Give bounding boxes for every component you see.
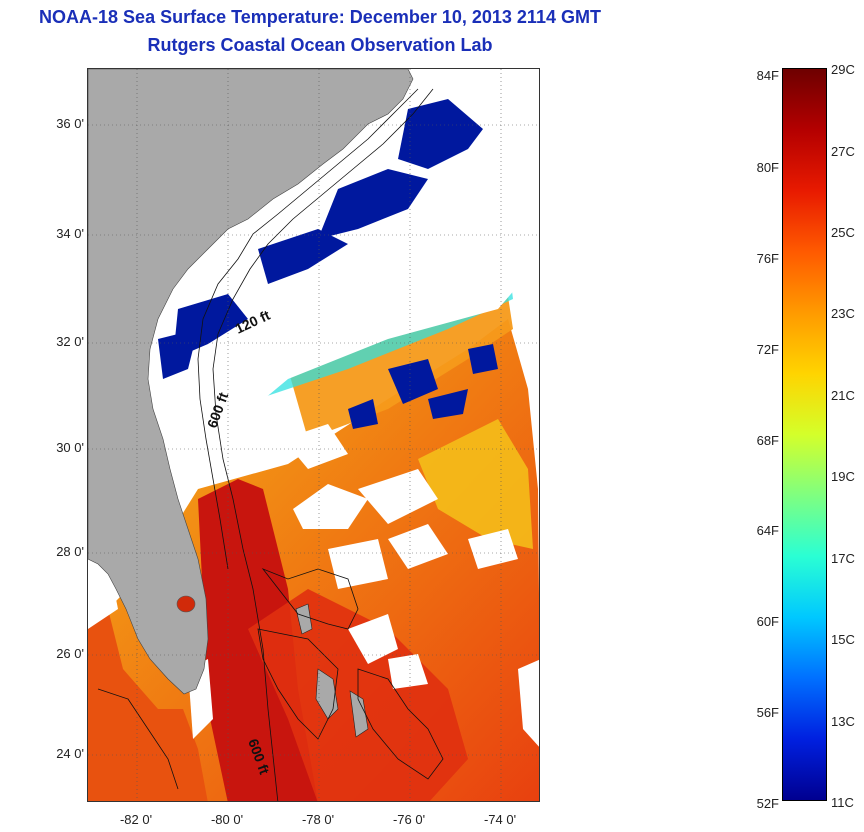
colorbar-c-label-13: 13C [831,714,855,729]
lat-label-30: 30 0' [56,440,84,455]
colorbar-c-label-15: 15C [831,632,855,647]
cold-shelf-water [158,99,498,429]
lat-label-34: 34 0' [56,226,84,241]
colorbar-f-label-52: 52F [756,796,779,811]
colorbar-f-label-60: 60F [756,614,779,629]
lat-label-28: 28 0' [56,544,84,559]
bahamas-islands [295,603,369,738]
lon-label-82: -82 0' [119,812,153,827]
colorbar-f-label-80: 80F [756,160,779,175]
temperature-colorbar [782,68,827,801]
colorbar-c-label-11: 11C [831,795,854,810]
lon-label-78: -78 0' [301,812,335,827]
lake-okeechobee [176,595,196,613]
lat-label-36: 36 0' [56,116,84,131]
yellow-patches [418,419,533,549]
lat-label-26: 26 0' [56,646,84,661]
lon-label-74: -74 0' [483,812,517,827]
sst-map-canvas: 120 ft 600 ft 600 ft [88,69,539,801]
map-subtitle: Rutgers Coastal Ocean Observation Lab [147,35,493,55]
colorbar-c-label-23: 23C [831,306,855,321]
lat-label-32: 32 0' [56,334,84,349]
colorbar-f-label-64: 64F [756,523,779,538]
colorbar-c-label-25: 25C [831,225,855,240]
colorbar-f-label-84: 84F [756,68,779,83]
colorbar-f-label-72: 72F [756,342,779,357]
sst-map: 120 ft 600 ft 600 ft [87,68,540,802]
lon-label-76: -76 0' [392,812,426,827]
colorbar-c-label-17: 17C [831,551,855,566]
bathymetry-contours [97,88,444,801]
colorbar-c-label-19: 19C [831,469,855,484]
colorbar-c-label-27: 27C [831,144,855,159]
map-title: NOAA-18 Sea Surface Temperature: Decembe… [39,7,601,27]
colorbar-c-label-29: 29C [831,62,855,77]
colorbar-c-label-21: 21C [831,388,855,403]
gulf-of-mexico-warm [88,609,208,801]
colorbar-f-label-56: 56F [756,705,779,720]
land-us-coast [88,69,414,695]
lon-label-80: -80 0' [210,812,244,827]
colorbar-f-label-68: 68F [756,433,779,448]
lat-label-24: 24 0' [56,746,84,761]
colorbar-f-label-76: 76F [756,251,779,266]
